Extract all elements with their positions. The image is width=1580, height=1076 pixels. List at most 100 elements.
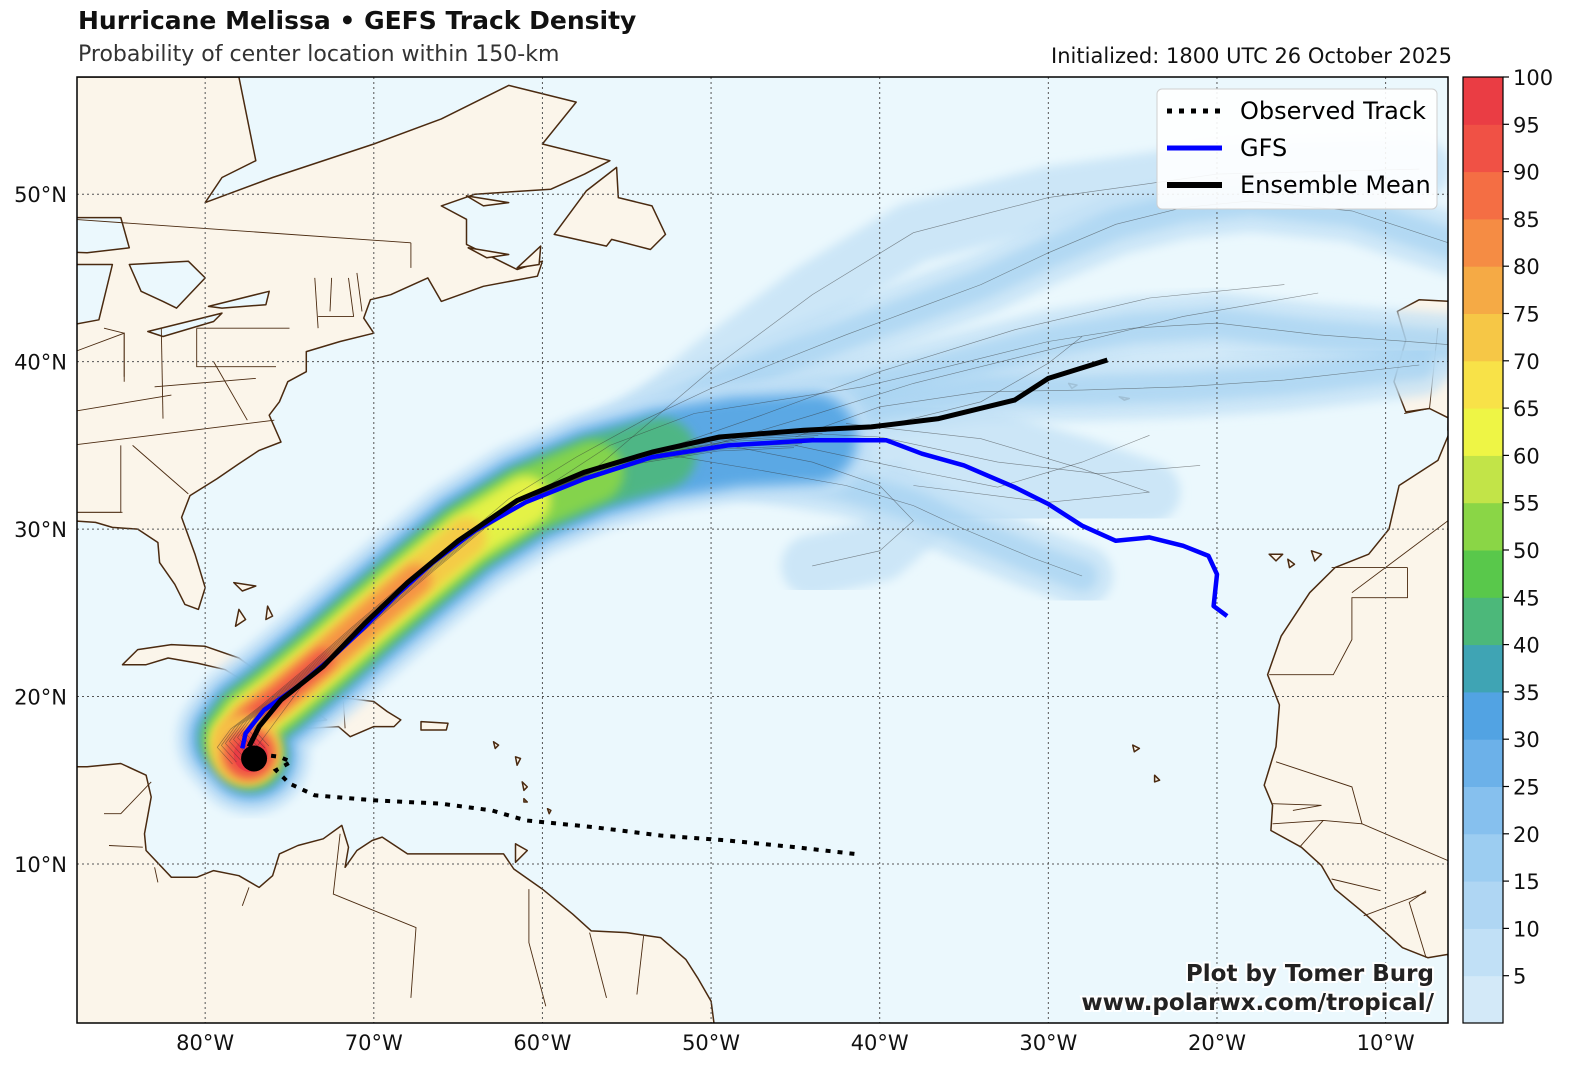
colorbar-bin — [1463, 644, 1503, 693]
ensemble-member-line — [711, 292, 1319, 446]
colorbar-bin — [1463, 408, 1503, 456]
lake-superior — [77, 216, 131, 254]
border-line — [213, 361, 248, 421]
border-line — [318, 277, 355, 317]
map-title: Hurricane Melissa • GEFS Track Density — [78, 6, 637, 35]
colorbar-bin — [1463, 597, 1503, 646]
colorbar-tick-label: 95 — [1513, 113, 1540, 137]
lake-huron — [128, 260, 206, 309]
colorbar-tick-label: 35 — [1513, 681, 1540, 705]
colorbar-bin — [1463, 455, 1503, 504]
lake-michigan — [77, 263, 114, 325]
colorbar-bin — [1463, 786, 1503, 835]
land-cape-verde-2 — [1153, 774, 1161, 783]
credit-author: Plot by Tomer Burg — [1186, 961, 1434, 987]
border-line — [241, 887, 250, 906]
lon-tick-label: 10°W — [1357, 1031, 1415, 1055]
ensemble-member-line — [795, 364, 1420, 438]
border-line — [104, 781, 152, 815]
land-lesser-antilles-2 — [521, 781, 529, 792]
init-time: Initialized: 1800 UTC 26 October 2025 — [1051, 44, 1452, 68]
land-lesser-antilles-3 — [523, 797, 529, 803]
map-subtitle: Probability of center location within 15… — [78, 42, 560, 67]
land-bahamas-2 — [234, 608, 247, 627]
colorbar-tick-label: 85 — [1513, 208, 1540, 232]
lake-ontario — [207, 290, 270, 309]
land-africa — [1263, 378, 1448, 966]
border-line — [1363, 891, 1427, 917]
border-line — [132, 445, 189, 495]
border-line — [1331, 878, 1381, 892]
colorbar-bin — [1463, 124, 1503, 173]
border-line — [77, 219, 411, 244]
border-line — [636, 935, 645, 995]
land-cape-breton — [516, 245, 542, 269]
border-line — [77, 394, 172, 412]
lat-tick-label: 10°N — [14, 853, 67, 877]
land-lesser-antilles-5 — [514, 843, 529, 864]
colorbar-bin — [1463, 691, 1503, 740]
colorbar-tick-label: 20 — [1513, 823, 1540, 847]
colorbar-tick-label: 90 — [1513, 161, 1540, 185]
lat-tick-label: 50°N — [14, 183, 67, 207]
colorbar-tick-label: 70 — [1513, 350, 1540, 374]
colorbar-bin — [1463, 739, 1503, 787]
colorbar-bin — [1463, 550, 1503, 598]
lon-tick-label: 20°W — [1188, 1031, 1246, 1055]
border-line — [314, 277, 319, 329]
colorbar-bin — [1463, 171, 1503, 220]
colorbar-tick-label: 10 — [1513, 917, 1540, 941]
land-canary-3 — [1310, 550, 1323, 562]
ensemble-member-line — [660, 453, 1083, 577]
border-line — [1269, 567, 1408, 676]
land-newfoundland — [553, 166, 667, 251]
lon-tick-label: 30°W — [1019, 1031, 1077, 1055]
border-line — [528, 889, 547, 1007]
colorbar-tick-label: 15 — [1513, 870, 1540, 894]
border-line — [329, 277, 333, 312]
storm-position-marker — [241, 745, 268, 772]
lat-tick-label: 30°N — [14, 518, 67, 542]
land-puerto-rico — [420, 720, 449, 731]
land-bahamas-1 — [233, 581, 257, 592]
border-line — [196, 328, 276, 368]
border-line — [108, 845, 143, 848]
credit: Plot by Tomer Burg www.polarwx.com/tropi… — [1079, 959, 1436, 1018]
lon-tick-label: 40°W — [851, 1031, 909, 1055]
colorbar-bin — [1463, 313, 1503, 362]
colorbar-tick-label: 45 — [1513, 586, 1540, 610]
legend-observed-label: Observed Track — [1240, 97, 1426, 125]
border-line — [160, 328, 164, 419]
colorbar: 5 10 15 20 25 30 35 40 45 50 55 60 65 70 75 80 85 90 95 100 — [1462, 66, 1553, 1024]
ensemble-member-line — [525, 322, 1448, 501]
ensemble-member-line — [845, 423, 1150, 503]
observed-track-line — [252, 753, 855, 856]
colorbar-tick-label: 50 — [1513, 539, 1540, 563]
border-line — [332, 833, 417, 998]
lat-tick-label: 20°N — [14, 686, 67, 710]
ensemble-mean-line — [246, 357, 1109, 748]
colorbar-tick-label: 80 — [1513, 255, 1540, 279]
colorbar-bin — [1463, 360, 1503, 409]
border-line — [103, 327, 125, 382]
legend-gfs-label: GFS — [1240, 134, 1287, 162]
land-lesser-antilles-1 — [514, 756, 522, 766]
colorbar-tick-label: 65 — [1513, 397, 1540, 421]
ensemble-member-line — [795, 435, 1150, 488]
legend: Observed Track GFS Ensemble Mean — [1156, 88, 1438, 210]
colorbar-tick-label: 40 — [1513, 634, 1540, 658]
colorbar-tick-label: 100 — [1513, 66, 1553, 90]
lon-tick-label: 50°W — [682, 1031, 740, 1055]
colorbar-bin — [1463, 928, 1503, 977]
map-frame — [76, 76, 1449, 1024]
land-anticosti — [465, 195, 510, 207]
colorbar-bin — [1463, 502, 1503, 551]
land-layer — [77, 77, 1448, 1023]
ensemble-member-line — [626, 284, 1285, 463]
colorbar-bin — [1463, 266, 1503, 314]
land-bahamas-3 — [265, 605, 274, 621]
border-line — [77, 419, 275, 446]
colorbar-tick-label: 30 — [1513, 728, 1540, 752]
colorbar-bin — [1463, 77, 1503, 125]
